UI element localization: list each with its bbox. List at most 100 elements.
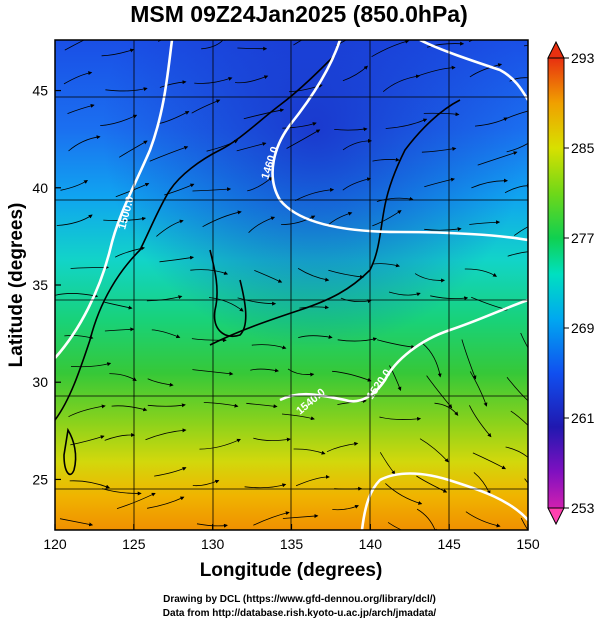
y-axis-label: Latitude (degrees) — [6, 203, 27, 368]
streamline — [116, 492, 156, 509]
streamline — [286, 129, 321, 149]
contour-high-ne — [419, 40, 528, 101]
streamline — [419, 438, 449, 463]
streamline — [145, 428, 187, 441]
streamline — [340, 297, 372, 304]
streamline — [103, 216, 146, 221]
streamline — [474, 117, 508, 127]
streamline — [101, 48, 135, 57]
streamline — [208, 297, 244, 312]
colorbar-ramp — [547, 57, 565, 509]
streamline — [389, 365, 402, 391]
streamline — [68, 404, 106, 418]
streamline — [111, 405, 148, 412]
streamline — [104, 301, 133, 310]
streamline — [294, 187, 335, 201]
streamline — [504, 183, 528, 194]
streamline — [379, 452, 396, 475]
y-tick-label: 45 — [32, 83, 48, 99]
streamline — [237, 46, 268, 51]
streamline — [295, 474, 330, 487]
streamline — [244, 483, 287, 489]
streamline — [469, 371, 488, 407]
streamline — [201, 40, 226, 50]
streamline — [253, 437, 291, 442]
streamline — [510, 410, 528, 426]
streamline — [147, 403, 186, 408]
streamline — [191, 99, 221, 114]
streamline — [190, 269, 229, 275]
streamline — [520, 332, 528, 349]
streamline — [156, 219, 184, 237]
streamline — [59, 518, 94, 527]
streamline — [332, 370, 372, 382]
streamline — [287, 368, 315, 377]
streamline — [282, 122, 317, 129]
colorbar-tick-label: 269 — [571, 320, 595, 336]
streamline — [328, 269, 364, 279]
colorbar-top-arrow — [547, 40, 565, 59]
streamline — [416, 475, 448, 493]
streamline — [202, 210, 242, 228]
chart-title: MSM 09Z24Jan2025 (850.0hPa) — [130, 1, 468, 27]
streamline — [69, 480, 110, 489]
streamline — [468, 40, 474, 42]
streamline — [154, 467, 187, 477]
streamline — [524, 44, 528, 47]
streamline — [159, 80, 187, 88]
streamline — [376, 196, 414, 202]
streamline — [424, 227, 462, 232]
x-axis-ticks: 120 125 130 135 140 145 150 — [43, 524, 540, 552]
streamline — [342, 177, 372, 191]
colorbar-tick-label: 285 — [571, 140, 595, 156]
streamline — [248, 216, 276, 233]
contour-1460 — [271, 40, 528, 242]
y-tick-label: 30 — [32, 374, 48, 390]
colorbar-tick-label: 261 — [571, 410, 595, 426]
streamline — [424, 177, 455, 188]
streamline — [293, 448, 326, 455]
streamline — [507, 251, 528, 257]
streamline — [464, 268, 497, 277]
streamline — [416, 65, 456, 77]
contour-1500 — [55, 40, 174, 359]
streamline — [421, 146, 457, 153]
streamline — [385, 483, 423, 505]
colorbar-bottom-arrow — [547, 507, 565, 526]
streamline — [506, 376, 528, 402]
coastline-asia — [55, 54, 336, 421]
streamline — [281, 215, 316, 226]
x-tick-label: 140 — [359, 536, 383, 552]
y-axis-ticks: 25 30 35 40 45 — [32, 83, 61, 487]
streamline — [67, 103, 95, 114]
streamline — [372, 210, 402, 227]
streamline — [251, 344, 287, 350]
streamline — [472, 452, 507, 470]
streamline — [388, 291, 421, 297]
streamline — [147, 496, 185, 509]
streamline — [509, 77, 528, 82]
streamline — [63, 71, 93, 85]
streamline — [203, 402, 239, 408]
x-axis-label: Longitude (degrees) — [200, 560, 383, 581]
streamline — [520, 517, 528, 530]
streamline — [326, 441, 359, 453]
streamline — [299, 305, 329, 310]
x-tick-label: 135 — [280, 536, 304, 552]
coastline-korea — [209, 249, 247, 337]
streamline — [342, 138, 372, 151]
streamline — [192, 187, 232, 192]
coastlines — [55, 54, 461, 476]
y-tick-label: 35 — [32, 277, 48, 293]
credit-data: Data from http://database.rish.kyoto-u.a… — [162, 608, 437, 619]
x-tick-label: 150 — [516, 536, 540, 552]
streamline — [146, 295, 183, 302]
streamline — [250, 368, 279, 373]
colorbar-ticks: 293 285 277 269 261 253 — [564, 50, 595, 516]
streamline — [297, 268, 330, 282]
streamline — [376, 339, 416, 349]
cold-pool-shading — [55, 40, 528, 530]
streamline — [149, 145, 189, 162]
streamline — [191, 338, 227, 343]
